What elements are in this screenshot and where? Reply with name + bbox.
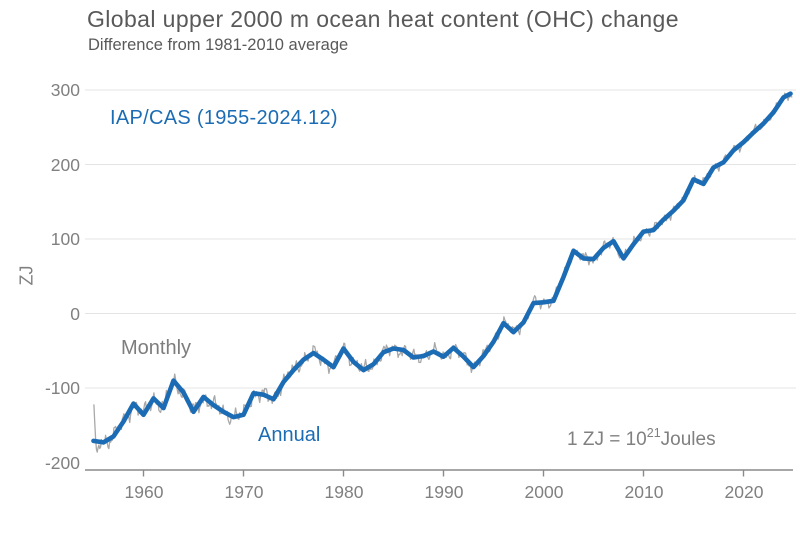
y-tick-label-200: 200 xyxy=(50,155,80,175)
y-tick-label--100: -100 xyxy=(44,378,80,398)
unit-note-exponent: 21 xyxy=(646,426,661,440)
chart-subtitle: Difference from 1981-2010 average xyxy=(88,36,349,54)
monthly-series-line xyxy=(93,92,793,453)
y-tick-label-300: 300 xyxy=(50,80,80,100)
y-tick-label-0: 0 xyxy=(70,304,80,324)
chart-title: Global upper 2000 m ocean heat content (… xyxy=(87,6,679,32)
x-tick-label-1970: 1970 xyxy=(224,482,264,502)
x-tick-label-2000: 2000 xyxy=(524,482,564,502)
y-tick-label-100: 100 xyxy=(50,229,80,249)
series-label-monthly: Monthly xyxy=(121,337,192,359)
unit-note-suffix: Joules xyxy=(660,429,716,450)
y-tick-label--200: -200 xyxy=(44,453,80,473)
x-tick-label-1990: 1990 xyxy=(424,482,464,502)
unit-note-prefix: 1 ZJ = 10 xyxy=(567,429,647,450)
unit-definition-note: 1 ZJ = 1021Joules xyxy=(567,426,716,451)
x-tick-label-2020: 2020 xyxy=(724,482,764,502)
x-tick-label-1980: 1980 xyxy=(324,482,364,502)
x-tick-label-2010: 2010 xyxy=(624,482,664,502)
series-label-annual: Annual xyxy=(258,424,321,446)
x-tick-label-1960: 1960 xyxy=(124,482,164,502)
annual-series-line xyxy=(91,91,793,445)
dataset-source-label: IAP/CAS (1955-2024.12) xyxy=(110,107,338,129)
